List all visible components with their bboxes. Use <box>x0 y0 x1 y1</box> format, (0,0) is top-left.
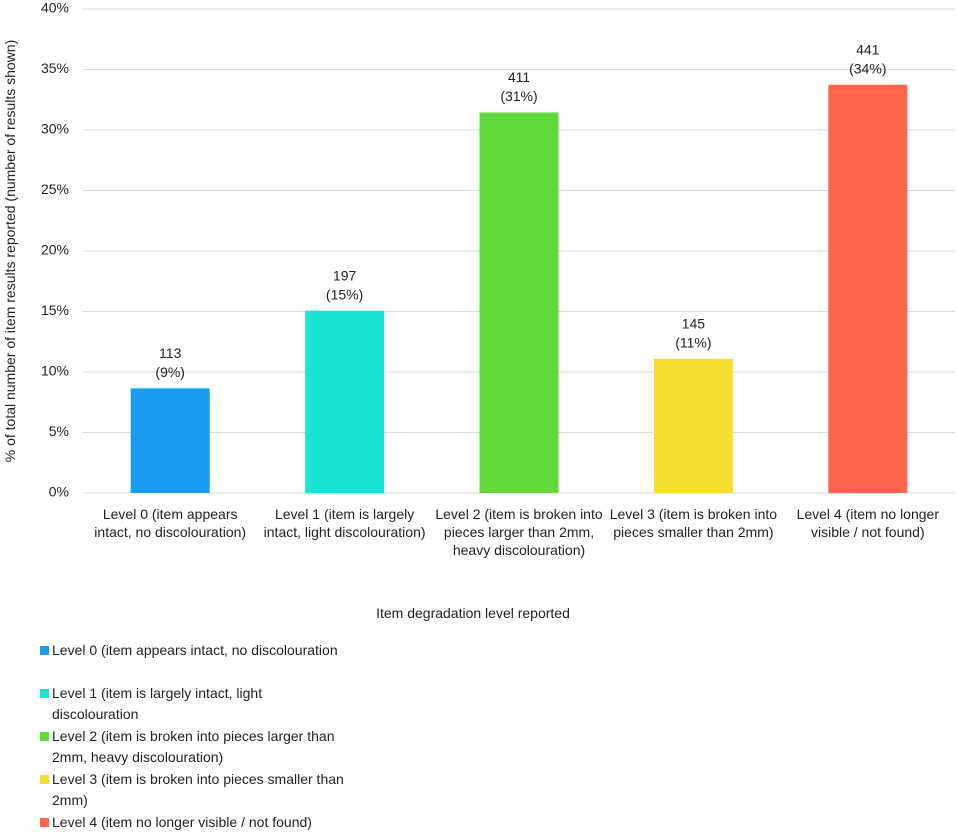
bar <box>130 388 210 493</box>
legend-label: Level 3 (item is broken into pieces smal… <box>52 771 344 808</box>
x-tick-label: Level 4 (item no longer visible / not fo… <box>796 506 939 540</box>
x-tick-label: Level 1 (item is largely intact, light d… <box>263 506 426 540</box>
y-tick-label: 30% <box>41 121 69 137</box>
bar <box>828 84 908 493</box>
legend-swatch <box>40 818 49 827</box>
y-tick-label: 25% <box>41 181 69 197</box>
y-axis-title: % of total number of item results report… <box>2 39 18 463</box>
data-label-count: 145 <box>682 316 706 332</box>
y-tick-label: 15% <box>41 302 69 318</box>
x-tick-label: Level 0 (item appears intact, no discolo… <box>94 506 247 540</box>
legend-swatch <box>40 732 49 741</box>
legend-label: Level 1 (item is largely intact, light d… <box>52 685 263 722</box>
legend-swatch <box>40 689 49 698</box>
x-axis-title: Item degradation level reported <box>376 605 570 621</box>
y-tick-label: 0% <box>49 484 69 500</box>
bar <box>305 310 385 493</box>
data-label: (9%) <box>155 364 185 380</box>
data-label-count: 197 <box>333 267 357 283</box>
data-label: (11%) <box>675 335 711 351</box>
legend-label: Level 0 (item appears intact, no discolo… <box>52 642 338 658</box>
data-label: (31%) <box>500 88 537 104</box>
data-label: (15%) <box>326 286 363 302</box>
legend-swatch <box>40 775 49 784</box>
legend-label: Level 2 (item is broken into pieces larg… <box>52 728 335 765</box>
y-tick-label: 20% <box>41 242 69 258</box>
y-tick-label: 35% <box>41 60 69 76</box>
data-label-count: 411 <box>508 69 531 85</box>
x-tick-label: Level 2 (item is broken into pieces larg… <box>435 506 603 558</box>
x-tick-label: Level 3 (item is broken into pieces smal… <box>609 506 778 540</box>
legend-swatch <box>40 646 49 655</box>
bar <box>653 358 733 493</box>
legend-label: Level 4 (item no longer visible / not fo… <box>52 814 312 830</box>
bar <box>479 112 559 493</box>
y-tick-label: 40% <box>41 0 69 16</box>
data-label-count: 113 <box>159 345 182 361</box>
data-label: (34%) <box>849 60 886 76</box>
y-tick-label: 10% <box>41 363 69 379</box>
data-label-count: 441 <box>856 41 880 57</box>
y-tick-label: 5% <box>49 423 69 439</box>
